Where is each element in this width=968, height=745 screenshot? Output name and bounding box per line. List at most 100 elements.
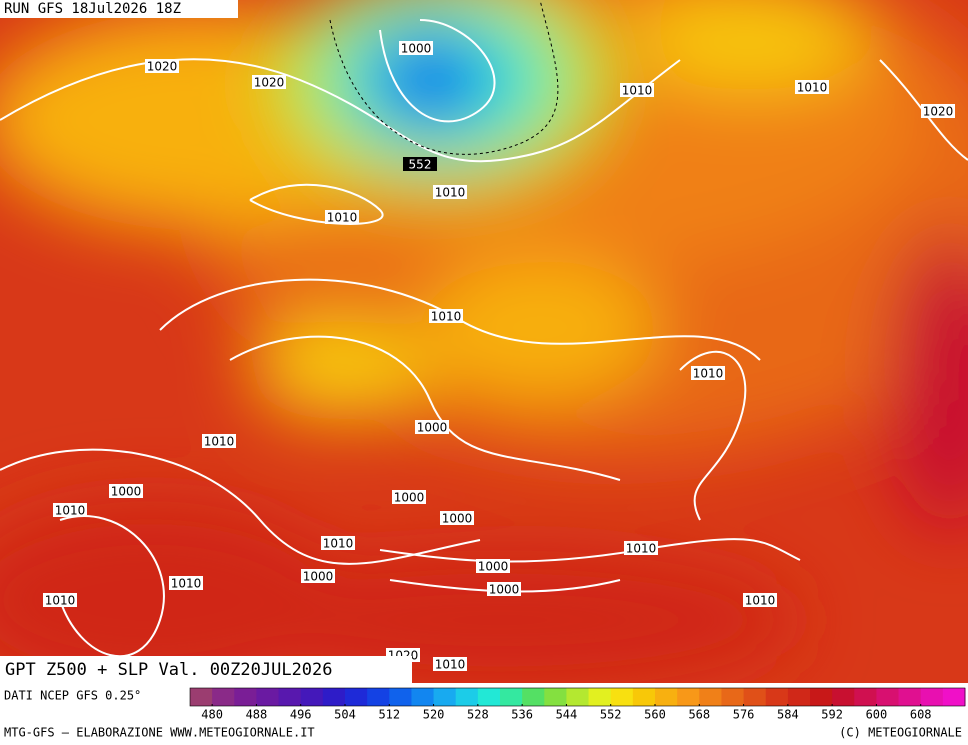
isobar-label: 1010: [171, 577, 202, 591]
colorbar-tick-label: 496: [290, 708, 312, 722]
colorbar-swatch: [765, 688, 789, 706]
isobar-label: 1000: [111, 485, 142, 499]
isobar-label: 1010: [204, 435, 235, 449]
isobar-label: 1000: [478, 560, 509, 574]
isobar-label: 1000: [417, 421, 448, 435]
colorbar-swatch: [500, 688, 523, 706]
colorbar-swatch: [544, 688, 567, 706]
colorbar-tick-label: 584: [777, 708, 799, 722]
isobar-label-box: [743, 593, 777, 607]
isobar-label-box: [109, 484, 143, 498]
isobar-label-box: [624, 541, 658, 555]
isobar-label: 1010: [55, 504, 86, 518]
isobar-label: 1020: [254, 76, 285, 90]
isobar-label-box: [403, 157, 437, 171]
isobar-label-box: [399, 41, 433, 55]
colorbar-tick-label: 536: [511, 708, 533, 722]
colorbar-swatch: [787, 688, 811, 706]
colorbar-swatch: [455, 688, 479, 706]
colorbar-swatch: [566, 688, 590, 706]
isobar-label: 1010: [323, 537, 354, 551]
colorbar: 480 488 496 504 512 520 528 536 544 552 560 568 576 5…: [189, 687, 966, 722]
colorbar-swatch: [699, 688, 722, 706]
colorbar-swatch: [677, 688, 700, 706]
colorbar-swatch: [832, 688, 855, 706]
run-label: RUN GFS 18Jul2026 18Z: [4, 1, 181, 17]
isobar-label: 1010: [435, 186, 466, 200]
colorbar-swatch: [212, 688, 235, 706]
isobar-label: 1010: [431, 310, 462, 324]
isobar-label: 1010: [622, 84, 653, 98]
colorbar-swatch: [721, 688, 745, 706]
colorbar-swatch: [876, 688, 900, 706]
colorbar-tick-label: 528: [467, 708, 489, 722]
isobar-label-box: [43, 593, 77, 607]
colorbar-swatch: [411, 688, 435, 706]
colorbar-tick-label: 488: [246, 708, 268, 722]
colorbar-swatch: [477, 688, 501, 706]
isobar-label-box: [433, 185, 467, 199]
isobar-label-box: [392, 490, 426, 504]
isobar-label-box: [795, 80, 829, 94]
colorbar-swatch: [920, 688, 944, 706]
isobar-label-box: [415, 420, 449, 434]
colorbar-swatch: [190, 688, 213, 706]
colorbar-swatch: [300, 688, 324, 706]
colorbar-swatch: [942, 688, 966, 706]
colorbar-tick-label: 608: [910, 708, 932, 722]
isobar-label: 1000: [489, 583, 520, 597]
isobar-label-box: [53, 503, 87, 517]
colorbar-swatch: [743, 688, 767, 706]
isobar-label: 1000: [401, 42, 432, 56]
isobar-label: 1010: [797, 81, 828, 95]
isobar-label: 1010: [45, 594, 76, 608]
isobar-label-box: [145, 59, 179, 73]
isobar-label: 1020: [147, 60, 178, 74]
colorbar-tick-label: 600: [866, 708, 888, 722]
colorbar-swatch: [632, 688, 656, 706]
isobar-label: 1010: [745, 594, 776, 608]
colorbar-tick-label: 512: [378, 708, 400, 722]
colorbar-tick-label: 592: [821, 708, 843, 722]
isobar-label-box: [921, 104, 955, 118]
colorbar-tick-label: 560: [644, 708, 666, 722]
isobar-label: 1000: [303, 570, 334, 584]
colorbar-swatch: [655, 688, 678, 706]
colorbar-swatch: [389, 688, 412, 706]
colorbar-tick-label: 504: [334, 708, 356, 722]
run-box: [0, 0, 238, 18]
isobar-label-box: [169, 576, 203, 590]
colorbar-swatch: [610, 688, 634, 706]
isobar-label: 1020: [923, 105, 954, 119]
isobar-label: 1010: [626, 542, 657, 556]
isobar-label-box: [487, 582, 521, 596]
colorbar-swatch: [256, 688, 280, 706]
copyright: (C) METEOGIORNALE: [839, 726, 962, 740]
isobar-label-box: [433, 657, 467, 671]
colorbar-swatch: [588, 688, 612, 706]
isobar-label-box: [301, 569, 335, 583]
isobar-label-box: [325, 210, 359, 224]
colorbar-swatch: [234, 688, 257, 706]
colorbar-swatch: [278, 688, 302, 706]
isobar-label: 1010: [693, 367, 724, 381]
isobar-label: 1010: [435, 658, 466, 672]
data-source: DATI NCEP GFS 0.25°: [4, 689, 141, 703]
colorbar-tick-label: 568: [688, 708, 710, 722]
isobar-label: 552: [409, 158, 432, 172]
colorbar-frame: [189, 687, 966, 707]
isobar-label-box: [202, 434, 236, 448]
isobar-label-box: [691, 366, 725, 380]
colorbar-swatch: [522, 688, 545, 706]
colorbar-tick-label: 520: [423, 708, 445, 722]
colorbar-swatch: [433, 688, 457, 706]
colorbar-swatch: [367, 688, 390, 706]
colorbar-tick-label: 544: [556, 708, 578, 722]
isobar-label-box: [620, 83, 654, 97]
isobar-label-box: [429, 309, 463, 323]
colorbar-swatch: [854, 688, 877, 706]
title-box: [0, 656, 412, 683]
